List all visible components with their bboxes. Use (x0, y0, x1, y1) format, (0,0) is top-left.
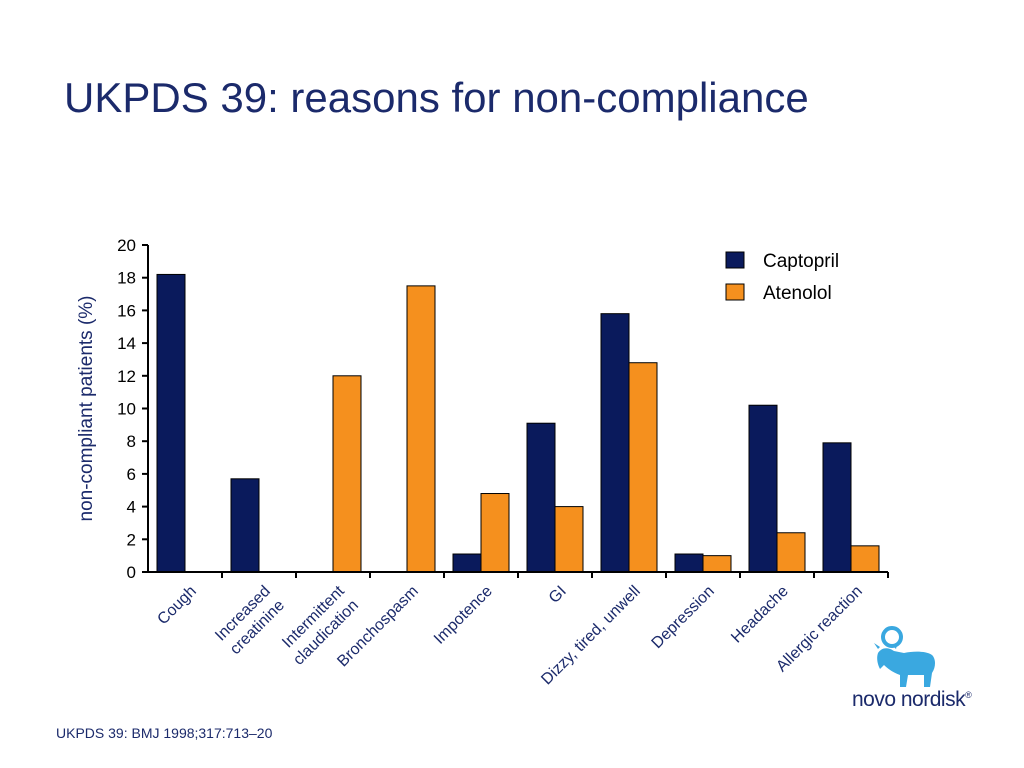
x-tick-label-1: Increasedcreatinine (212, 583, 288, 659)
y-tick-label-12: 12 (117, 367, 136, 386)
novo-nordisk-bull-logo (874, 626, 935, 687)
y-tick-label-6: 6 (127, 465, 136, 484)
y-tick-label-4: 4 (127, 498, 136, 517)
slide-title: UKPDS 39: reasons for non-compliance (64, 74, 809, 121)
y-tick-label-2: 2 (127, 530, 136, 549)
bar-captopril-0 (156, 273, 186, 573)
bar-captopril-4 (452, 553, 482, 573)
x-tick-label-0: Cough (154, 583, 199, 628)
legend-swatch-atenolol (725, 283, 745, 301)
y-tick-label-20: 20 (117, 236, 136, 255)
y-axis-label: non-compliant patients (%) (76, 296, 97, 522)
y-tick-label-14: 14 (117, 334, 136, 353)
x-tick-label-4: Impotence (431, 583, 496, 648)
bar-atenolol-3 (406, 285, 436, 573)
legend-label-atenolol: Atenolol (763, 283, 832, 304)
registered-mark: ® (965, 690, 972, 700)
bar-atenolol-9 (850, 545, 880, 573)
x-tick-label-line: GI (546, 583, 570, 607)
y-tick-label-18: 18 (117, 269, 136, 288)
y-tick-label-8: 8 (127, 432, 136, 451)
y-tick-label-0: 0 (127, 563, 136, 582)
footer-reference: UKPDS 39: BMJ 1998;317:713–20 (56, 725, 273, 741)
x-tick-label-5: GI (546, 583, 570, 607)
x-tick-label-7: Depression (649, 583, 718, 652)
x-tick-label-line: Depression (649, 583, 718, 652)
x-tick-label-line: Impotence (431, 583, 496, 648)
bar-captopril-1 (230, 478, 260, 573)
x-tick-label-line: Cough (154, 583, 199, 628)
bar-captopril-9 (822, 442, 852, 573)
legend-label-captopril: Captopril (763, 251, 839, 272)
bar-atenolol-7 (702, 555, 732, 573)
bar-atenolol-4 (480, 493, 510, 573)
bar-captopril-5 (526, 422, 556, 573)
bar-captopril-7 (674, 553, 704, 573)
bar-captopril-6 (600, 313, 630, 573)
bar-atenolol-2 (332, 375, 362, 573)
bar-atenolol-5 (554, 506, 584, 573)
y-tick-label-16: 16 (117, 301, 136, 320)
x-tick-label-line: Headache (728, 583, 792, 647)
x-tick-label-3: Bronchospasm (334, 583, 421, 670)
bar-atenolol-6 (628, 362, 658, 573)
novo-nordisk-logo-text: novo nordisk® (852, 688, 972, 712)
logo-name: novo nordisk (852, 688, 966, 711)
bar-atenolol-8 (776, 532, 806, 573)
x-tick-label-line: Bronchospasm (334, 583, 421, 670)
bar-captopril-8 (748, 404, 778, 573)
x-tick-label-8: Headache (728, 583, 792, 647)
y-tick-label-10: 10 (117, 400, 136, 419)
legend-swatch-captopril (725, 251, 745, 269)
